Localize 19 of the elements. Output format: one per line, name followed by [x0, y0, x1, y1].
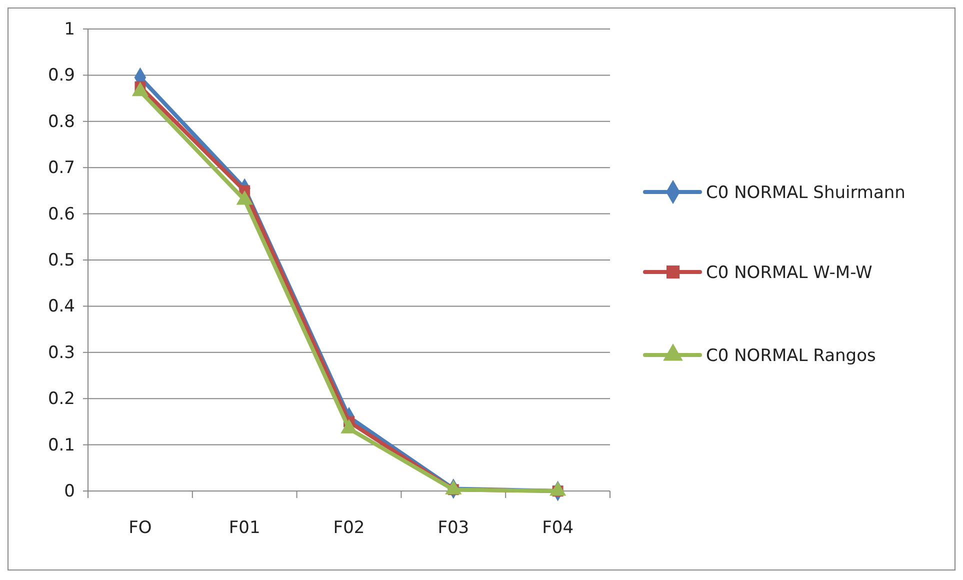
y-tick-label: 1 — [64, 19, 75, 40]
legend-label: C0 NORMAL W-M-W — [706, 263, 873, 283]
x-tick-label: F01 — [228, 518, 260, 538]
y-tick-label: 0.3 — [48, 342, 75, 363]
x-tick-label: F04 — [542, 518, 574, 538]
y-tick-label: 0.5 — [48, 250, 75, 270]
y-tick-label: 0.2 — [48, 389, 75, 410]
x-tick-label: F02 — [333, 518, 365, 538]
y-tick-label: 0.8 — [48, 112, 75, 132]
x-tick-label: F03 — [438, 518, 470, 538]
y-tick-label: 0.7 — [48, 158, 75, 178]
y-tick-label: 0.4 — [48, 296, 75, 317]
x-tick-label: FO — [128, 518, 152, 538]
y-tick-label: 0.6 — [48, 204, 75, 224]
y-tick-label: 0.9 — [48, 66, 75, 86]
legend-label: C0 NORMAL Rangos — [706, 346, 876, 366]
legend-label: C0 NORMAL Shuirmann — [706, 183, 906, 203]
y-tick-label: 0 — [64, 481, 75, 502]
y-tick-label: 0.1 — [48, 435, 75, 456]
